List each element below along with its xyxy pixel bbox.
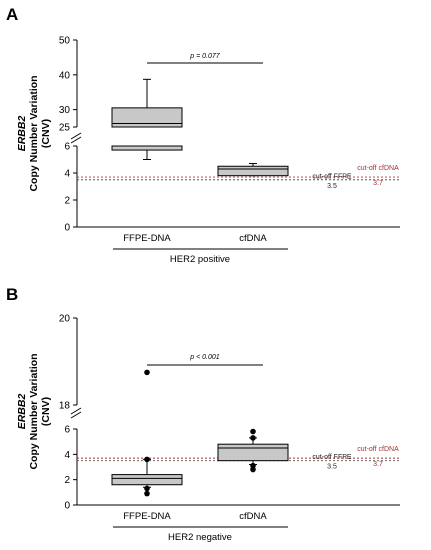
y-axis-line1: Copy Number Variation bbox=[28, 353, 40, 469]
outlier-point bbox=[250, 428, 256, 435]
outlier-point bbox=[250, 462, 256, 469]
box-upper-part bbox=[111, 107, 183, 128]
cutoff-value: 3.7 bbox=[373, 461, 383, 468]
category-label: cfDNA bbox=[239, 233, 267, 244]
cutoff-label: cut-off cfDNA bbox=[357, 446, 399, 453]
box-body bbox=[217, 443, 289, 462]
panel-letter-b: B bbox=[6, 285, 18, 304]
y-tick-label: 6 bbox=[64, 142, 70, 153]
panel-letter-a: A bbox=[6, 5, 18, 24]
outlier-point bbox=[144, 456, 150, 463]
box-body bbox=[217, 165, 289, 177]
cutoff-value: 3.5 bbox=[327, 183, 337, 190]
box-ffpe-dna bbox=[111, 369, 183, 497]
y-axis-label: ERBB2Copy Number Variation(CNV) bbox=[16, 75, 52, 191]
cutoff-value: 3.7 bbox=[373, 180, 383, 187]
y-tick-label: 6 bbox=[64, 425, 70, 436]
box-ffpe-dna bbox=[111, 78, 183, 160]
cutoff-value: 3.5 bbox=[327, 464, 337, 471]
y-axis-line1: Copy Number Variation bbox=[28, 75, 40, 191]
box-cfdna bbox=[217, 428, 289, 473]
y-tick-label: 50 bbox=[59, 36, 71, 47]
y-tick-label: 25 bbox=[59, 123, 71, 134]
outlier-point bbox=[144, 485, 150, 492]
y-tick-label: 2 bbox=[64, 196, 70, 207]
y-tick-label: 4 bbox=[64, 450, 70, 461]
y-axis-gene: ERBB2 bbox=[16, 394, 28, 430]
box-lower-part bbox=[111, 145, 183, 151]
y-axis-gene: ERBB2 bbox=[16, 116, 28, 152]
group-label: HER2 positive bbox=[170, 254, 230, 265]
y-tick-label: 2 bbox=[64, 475, 70, 486]
y-axis-label: ERBB2Copy Number Variation(CNV) bbox=[16, 353, 52, 469]
cutoff-label: cut-off FFPE bbox=[312, 454, 351, 461]
y-tick-label: 20 bbox=[59, 314, 71, 325]
outlier-point bbox=[144, 490, 150, 497]
outlier-point bbox=[144, 369, 150, 376]
panel-a: 0 2 4 6 25 30 40 50 ERBB2Copy Number Variation(C… bbox=[16, 36, 400, 265]
y-axis-line2: (CNV) bbox=[40, 119, 52, 148]
axis-break-mark bbox=[70, 407, 82, 419]
box-body bbox=[111, 474, 183, 486]
group-label: HER2 negative bbox=[168, 532, 232, 543]
pvalue-label: p = 0.077 bbox=[189, 53, 220, 60]
y-tick-label: 30 bbox=[59, 105, 71, 116]
y-axis-line2: (CNV) bbox=[40, 397, 52, 426]
outlier-point bbox=[250, 435, 256, 441]
category-label: FFPE-DNA bbox=[123, 233, 171, 244]
y-tick-label: 18 bbox=[59, 401, 71, 412]
y-tick-label: 40 bbox=[59, 70, 71, 81]
pvalue-label: p < 0.001 bbox=[189, 354, 219, 361]
box-cfdna bbox=[217, 163, 289, 177]
y-tick-label: 0 bbox=[64, 223, 70, 234]
cutoff-label: cut-off FFPE bbox=[312, 173, 351, 180]
category-label: cfDNA bbox=[239, 511, 267, 522]
y-tick-label: 4 bbox=[64, 169, 70, 180]
axis-break-mark bbox=[70, 132, 82, 144]
panel-b: 0 2 4 6 18 20 ERBB2Copy Number Variation(CNV) c… bbox=[16, 314, 400, 543]
cutoff-label: cut-off cfDNA bbox=[357, 165, 399, 172]
y-tick-label: 0 bbox=[64, 501, 70, 512]
category-label: FFPE-DNA bbox=[123, 511, 171, 522]
